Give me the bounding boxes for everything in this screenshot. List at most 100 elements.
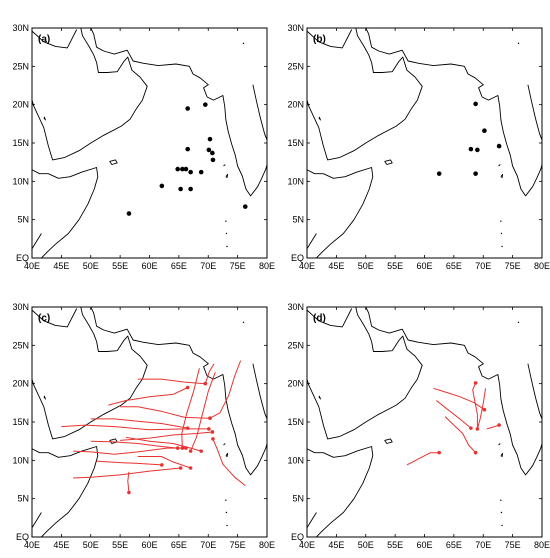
island-dot — [517, 321, 520, 324]
genesis-point — [126, 211, 132, 216]
coastline — [32, 308, 78, 328]
cyclone-track — [433, 387, 485, 411]
cyclone-track — [476, 388, 487, 430]
lon-tick-label: 60E — [416, 261, 432, 271]
coastline — [307, 29, 353, 49]
coastline-group — [307, 28, 542, 258]
cyclone-track — [181, 368, 200, 449]
island-dot — [225, 220, 227, 222]
lon-tick-label: 40E — [299, 261, 315, 271]
coastline — [307, 512, 317, 529]
lat-tick-label: 10N — [12, 455, 29, 465]
lat-tick-label: 10N — [287, 455, 304, 465]
genesis-point — [473, 171, 478, 176]
island — [500, 452, 504, 457]
lat-tick-label: 15N — [12, 417, 29, 427]
cyclone-track — [73, 467, 181, 479]
island — [223, 443, 226, 446]
cyclone-track — [212, 438, 246, 486]
map-c: 40E 45E 50E 55E 60E 65E 70E 75E 80E 30N 25N 20N 15N 1… — [12, 302, 275, 550]
genesis-point — [206, 147, 212, 153]
island-dot — [500, 499, 502, 501]
coastline — [307, 28, 423, 161]
coastline-group — [32, 28, 267, 258]
coastline-group — [307, 307, 542, 537]
island-dot — [500, 511, 503, 514]
island-dot — [501, 524, 503, 527]
lon-tick-label: 80E — [534, 540, 550, 550]
track-origin-point — [482, 407, 487, 412]
coastline — [32, 307, 148, 440]
lat-tick-label: 30N — [287, 23, 304, 33]
island-dot — [242, 42, 245, 45]
track-origin-point — [203, 381, 208, 386]
lat-tick-label: 30N — [12, 23, 29, 33]
island-dot — [225, 499, 227, 501]
data-group — [126, 102, 248, 216]
data-group — [61, 360, 246, 495]
coastline — [307, 233, 317, 250]
lat-tick-label: 30N — [12, 302, 29, 312]
panel-d: 40E 45E 50E 55E 60E 65E 70E 75E 80E 30N 25N 20N 15N 1… — [275, 279, 550, 558]
island — [109, 438, 118, 444]
genesis-point — [473, 101, 478, 107]
coastline — [32, 512, 42, 529]
lon-tick-label: 65E — [171, 540, 187, 550]
lon-tick-label: 75E — [505, 540, 521, 550]
lat-tick-label: 5N — [17, 215, 29, 225]
genesis-point — [198, 169, 204, 175]
lat-tick-label: 25N — [287, 340, 304, 350]
island — [225, 452, 229, 457]
island-dot — [226, 524, 228, 527]
genesis-point — [475, 147, 480, 153]
panel-label: (b) — [313, 34, 326, 45]
data-group — [436, 101, 502, 176]
panel-c: 40E 45E 50E 55E 60E 65E 70E 75E 80E 30N 25N 20N 15N 1… — [0, 279, 275, 558]
coastline — [32, 29, 78, 49]
lon-tick-label: 75E — [230, 540, 246, 550]
lat-tick-label: 20N — [12, 379, 29, 389]
track-origin-point — [185, 385, 190, 390]
cyclone-track — [73, 447, 186, 455]
cyclone-track — [190, 372, 216, 452]
island — [498, 443, 501, 446]
lon-tick-label: 50E — [358, 261, 374, 271]
lat-tick-label: 15N — [12, 138, 29, 148]
island — [43, 116, 46, 121]
lat-tick-label: 25N — [12, 61, 29, 71]
genesis-point — [207, 136, 213, 142]
cyclone-track — [90, 440, 178, 449]
track-origin-point — [210, 430, 215, 434]
lon-tick-label: 80E — [259, 261, 275, 271]
lat-tick-label: 10N — [287, 176, 304, 186]
coastline — [32, 167, 99, 258]
genesis-point — [159, 183, 165, 189]
track-origin-point — [178, 466, 183, 470]
island-dot — [225, 511, 228, 514]
cyclone-track — [444, 416, 476, 454]
track-origin-point — [160, 463, 164, 467]
lat-tick-label: 5N — [292, 494, 304, 504]
lon-tick-label: 75E — [230, 261, 246, 271]
lat-tick-label: 15N — [287, 138, 304, 148]
lat-tick-label: 30N — [287, 302, 304, 312]
lat-tick-label: 20N — [287, 379, 304, 389]
lon-tick-label: 55E — [112, 261, 128, 271]
lat-tick-label: 25N — [287, 61, 304, 71]
lon-tick-label: 50E — [83, 261, 99, 271]
panel-b: 40E 45E 50E 55E 60E 65E 70E 75E 80E 30N 25N 20N 15N 1… — [275, 0, 550, 279]
island — [498, 164, 501, 167]
coastline — [354, 28, 542, 197]
genesis-point — [496, 143, 502, 149]
lat-tick-label: 5N — [17, 494, 29, 504]
coastline — [32, 233, 42, 250]
lon-tick-label: 60E — [141, 261, 157, 271]
coastline — [354, 307, 542, 476]
cyclone-track — [137, 378, 206, 385]
lat-tick-label: 20N — [287, 100, 304, 110]
lon-tick-label: 55E — [112, 540, 128, 550]
genesis-point — [188, 169, 193, 175]
island-dot — [501, 245, 503, 248]
genesis-point — [210, 157, 216, 163]
lat-tick-label: 5N — [292, 215, 304, 225]
